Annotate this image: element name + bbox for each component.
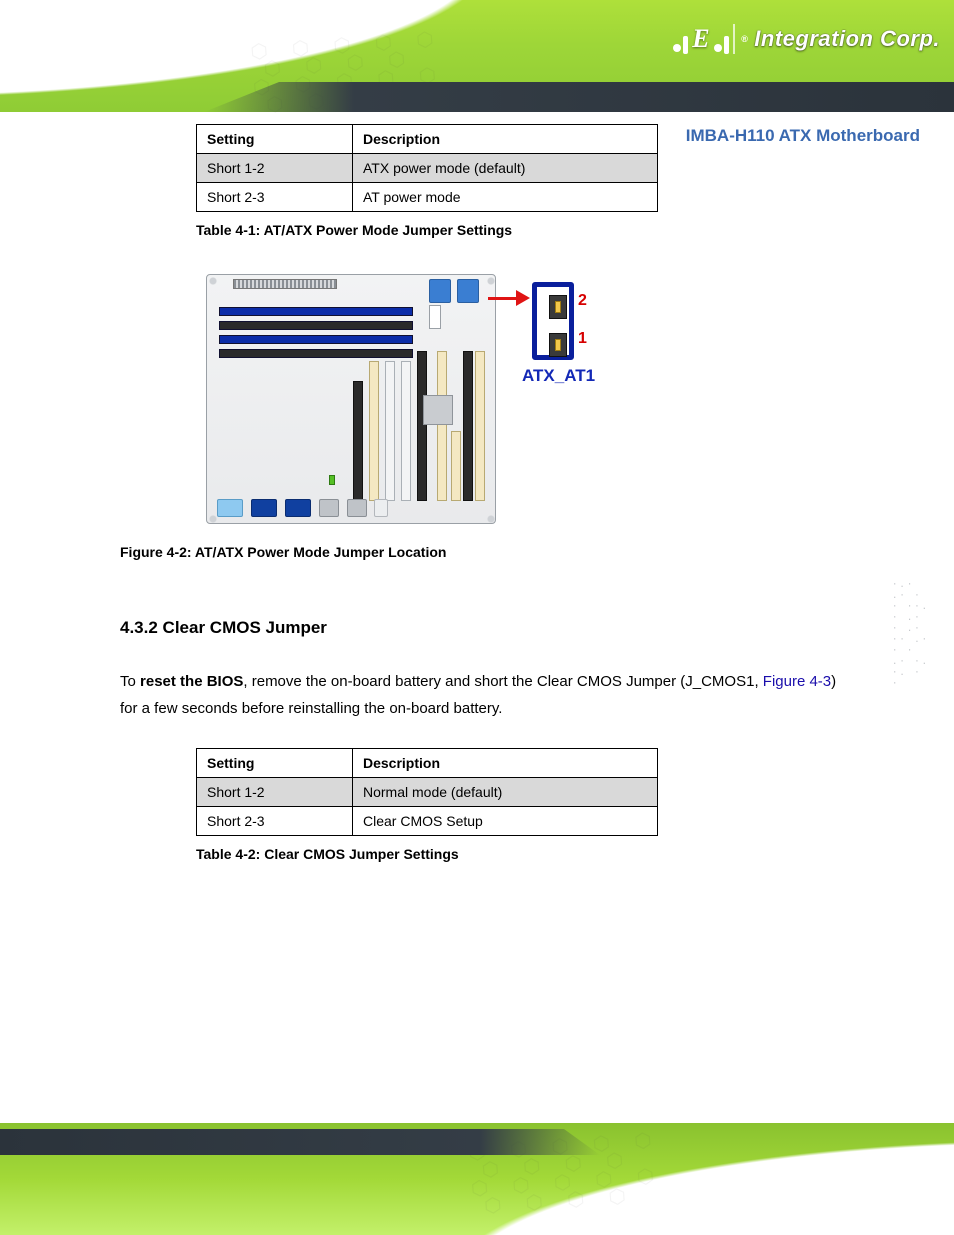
- header-band: ⬡ ⬡ ⬡ ⬡ ⬡ ⬡ ⬡ ⬡ ⬡ ⬡ ⬡ ⬡ ⬡ ⬡ ⬡ ⬡ ⬡ ⬡ E ® …: [0, 0, 954, 112]
- footer-band: ⬡ ⬡ ⬡ ⬡ ⬡ ⬡ ⬡ ⬡ ⬡ ⬡ ⬡ ⬡ ⬡ ⬡ ⬡ ⬡ ⬡ ⬡: [0, 1123, 954, 1235]
- brand-block: E ® Integration Corp.: [673, 24, 940, 54]
- iei-logo-icon: E: [673, 24, 735, 54]
- para-bold: reset the BIOS: [140, 673, 243, 690]
- section-title: Clear CMOS Jumper: [163, 618, 327, 637]
- figure-atx-jumper-location: 2 1 ATX_AT1: [206, 274, 614, 534]
- table2-caption: Table 4-2: Clear CMOS Jumper Settings: [196, 846, 860, 862]
- table-row: Short 2-3 Clear CMOS Setup: [197, 807, 658, 836]
- serial-port-icon: [217, 499, 243, 517]
- hex-watermark-top: ⬡ ⬡ ⬡ ⬡ ⬡ ⬡ ⬡ ⬡ ⬡ ⬡ ⬡ ⬡ ⬡ ⬡ ⬡ ⬡ ⬡ ⬡: [250, 30, 438, 115]
- table1-header-setting: Setting: [197, 125, 353, 154]
- table2-r0-setting: Short 1-2: [197, 778, 353, 807]
- para-mid: , remove the on-board battery and short …: [243, 673, 762, 690]
- table-atx-jumper: Setting Description Short 1-2 ATX power …: [196, 124, 658, 212]
- pin-label-2: 2: [578, 292, 587, 310]
- usb-stack-icon: [319, 499, 339, 517]
- table1-r0-desc: ATX power mode (default): [353, 154, 658, 183]
- pin-label-1: 1: [578, 330, 587, 348]
- brand-text: Integration Corp.: [754, 26, 940, 52]
- vga-port-icon: [251, 499, 277, 517]
- table1-header-description: Description: [353, 125, 658, 154]
- atx-at1-label: ATX_AT1: [522, 366, 595, 386]
- vga-port-icon: [285, 499, 311, 517]
- margin-dotcode: ·.· .· · · ··. · .· · .· ·· .· · · .· ·.…: [892, 580, 936, 690]
- table2-r0-desc: Normal mode (default): [353, 778, 658, 807]
- table-clear-cmos: Setting Description Short 1-2 Normal mod…: [196, 748, 658, 836]
- table2-r1-setting: Short 2-3: [197, 807, 353, 836]
- section-paragraph: To reset the BIOS, remove the on-board b…: [120, 668, 840, 722]
- figure1-caption: Figure 4-2: AT/ATX Power Mode Jumper Loc…: [120, 544, 860, 560]
- table2-header-setting: Setting: [197, 749, 353, 778]
- table1-caption: Table 4-1: AT/ATX Power Mode Jumper Sett…: [196, 222, 860, 238]
- hex-watermark-bottom: ⬡ ⬡ ⬡ ⬡ ⬡ ⬡ ⬡ ⬡ ⬡ ⬡ ⬡ ⬡ ⬡ ⬡ ⬡ ⬡ ⬡ ⬡: [468, 1131, 656, 1216]
- table1-r0-setting: Short 1-2: [197, 154, 353, 183]
- table-row: Short 2-3 AT power mode: [197, 183, 658, 212]
- table1-r1-desc: AT power mode: [353, 183, 658, 212]
- table-row: Short 1-2 ATX power mode (default): [197, 154, 658, 183]
- registered-mark: ®: [741, 34, 748, 44]
- callout-arrow-icon: [488, 290, 530, 306]
- table2-r1-desc: Clear CMOS Setup: [353, 807, 658, 836]
- jumper-enlarged-icon: [532, 282, 574, 360]
- audio-port-icon: [374, 499, 388, 517]
- section-number: 4.3.2: [120, 618, 158, 637]
- page-content: Setting Description Short 1-2 ATX power …: [120, 118, 860, 862]
- table2-header-description: Description: [353, 749, 658, 778]
- table-row: Short 1-2 Normal mode (default): [197, 778, 658, 807]
- section-heading: 4.3.2 Clear CMOS Jumper: [120, 618, 860, 638]
- para-link[interactable]: Figure 4-3: [763, 673, 831, 690]
- motherboard-icon: [206, 274, 496, 524]
- para-prefix: To: [120, 673, 140, 690]
- table1-r1-setting: Short 2-3: [197, 183, 353, 212]
